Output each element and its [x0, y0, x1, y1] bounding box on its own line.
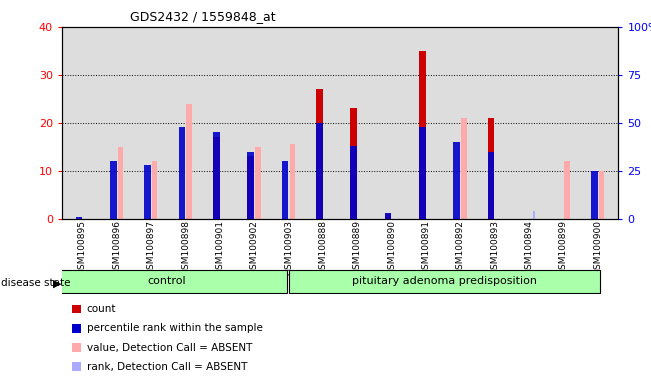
Bar — [247, 152, 254, 219]
Text: control: control — [147, 276, 186, 286]
Bar — [45, 270, 287, 293]
Text: value, Detection Call = ABSENT: value, Detection Call = ABSENT — [87, 343, 252, 353]
Bar — [488, 118, 495, 219]
Text: ▶: ▶ — [53, 278, 62, 288]
Bar — [255, 147, 260, 219]
Bar — [288, 270, 600, 293]
Text: rank, Detection Call = ABSENT: rank, Detection Call = ABSENT — [87, 362, 247, 372]
Bar — [385, 213, 391, 219]
Bar — [316, 89, 323, 219]
Bar — [350, 146, 357, 219]
Bar — [213, 137, 219, 219]
Bar — [350, 108, 357, 219]
Bar — [152, 161, 158, 219]
Bar — [76, 217, 82, 219]
Bar — [110, 161, 117, 219]
Bar — [145, 165, 151, 219]
Bar — [290, 144, 295, 219]
Bar — [419, 51, 426, 219]
Bar — [488, 152, 495, 219]
Bar — [247, 157, 254, 219]
Bar — [454, 142, 460, 219]
Text: count: count — [87, 304, 116, 314]
Bar — [564, 161, 570, 219]
Bar — [533, 211, 535, 219]
Bar — [591, 171, 598, 219]
Bar — [385, 214, 391, 219]
Bar — [282, 161, 288, 219]
Bar — [118, 147, 123, 219]
Text: GDS2432 / 1559848_at: GDS2432 / 1559848_at — [130, 10, 276, 23]
Bar — [213, 132, 219, 219]
Text: pituitary adenoma predisposition: pituitary adenoma predisposition — [352, 276, 537, 286]
Bar — [419, 127, 426, 219]
Bar — [186, 104, 192, 219]
Bar — [316, 123, 323, 219]
Text: percentile rank within the sample: percentile rank within the sample — [87, 323, 262, 333]
Bar — [178, 127, 186, 219]
Bar — [599, 171, 604, 219]
Text: disease state: disease state — [1, 278, 71, 288]
Bar — [462, 118, 467, 219]
